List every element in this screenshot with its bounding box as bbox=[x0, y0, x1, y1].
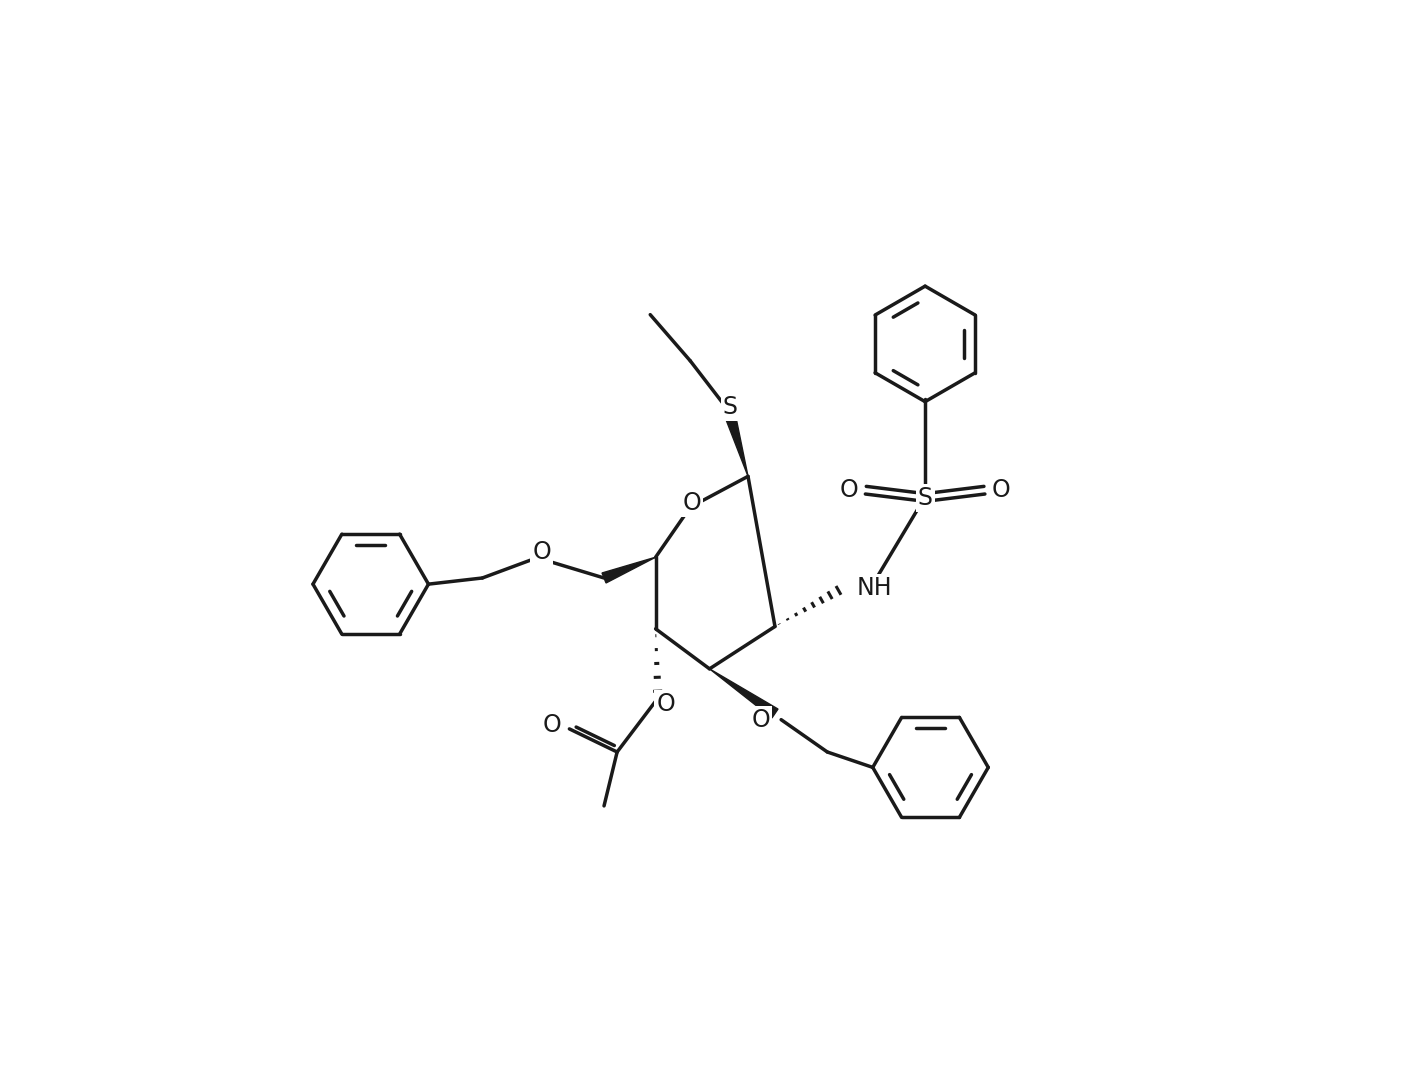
Text: O: O bbox=[992, 478, 1011, 502]
Text: O: O bbox=[751, 708, 771, 731]
Text: O: O bbox=[533, 540, 551, 564]
Text: O: O bbox=[840, 478, 858, 502]
Text: O: O bbox=[683, 491, 701, 515]
Text: NH: NH bbox=[857, 576, 892, 601]
Text: S: S bbox=[918, 486, 932, 510]
Polygon shape bbox=[723, 409, 748, 476]
Polygon shape bbox=[710, 669, 778, 718]
Text: O: O bbox=[657, 692, 675, 716]
Polygon shape bbox=[603, 557, 655, 583]
Text: S: S bbox=[723, 395, 738, 419]
Text: O: O bbox=[543, 713, 561, 737]
